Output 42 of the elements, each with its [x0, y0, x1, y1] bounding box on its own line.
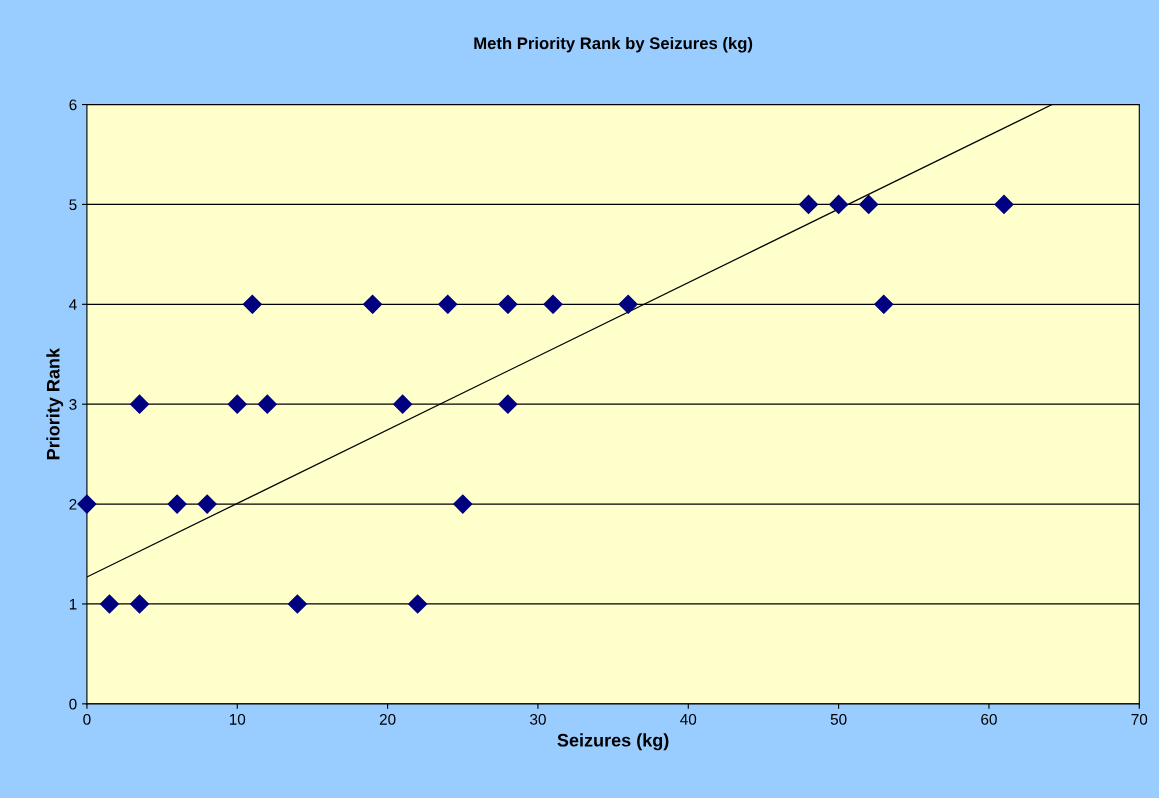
x-tick-label: 40: [680, 713, 697, 725]
x-tick-label: 30: [530, 713, 546, 725]
point: [543, 294, 563, 314]
y-tick-label: 5: [69, 199, 77, 211]
y-tick-label: 3: [69, 399, 77, 410]
x-tick-label: 60: [981, 713, 997, 725]
point: [257, 394, 277, 414]
point: [197, 494, 217, 514]
point: [618, 294, 638, 314]
x-tick-label: 0: [83, 713, 91, 725]
y-tick-label: 4: [69, 299, 77, 310]
point: [874, 294, 894, 314]
point: [242, 294, 262, 314]
point: [994, 194, 1014, 214]
point: [498, 294, 518, 314]
point: [393, 394, 413, 414]
point: [498, 394, 518, 414]
point: [77, 494, 97, 514]
y-tick-label: 1: [69, 598, 77, 610]
point: [130, 594, 150, 614]
point: [438, 294, 458, 314]
chart-title: Meth Priority Rank by Seizures (kg): [474, 36, 753, 53]
point: [130, 394, 150, 414]
x-axis-title: Seizures (kg): [557, 733, 669, 751]
y-tick-label: 6: [69, 99, 77, 111]
point: [167, 494, 187, 514]
y-tick-label: 0: [69, 698, 77, 710]
x-tick-label: 20: [379, 713, 396, 725]
point: [287, 594, 307, 614]
x-tick-label: 50: [830, 713, 847, 725]
y-tick-label: 2: [69, 498, 77, 510]
point: [859, 194, 879, 214]
point: [363, 294, 383, 314]
point: [227, 394, 247, 414]
point: [99, 594, 120, 614]
point: [829, 194, 849, 214]
point: [799, 194, 819, 214]
y-axis-title: Priority Rank: [46, 347, 64, 460]
point: [408, 594, 428, 614]
x-tick-label: 10: [229, 713, 246, 725]
point: [453, 494, 473, 514]
x-tick-label: 70: [1131, 713, 1148, 725]
